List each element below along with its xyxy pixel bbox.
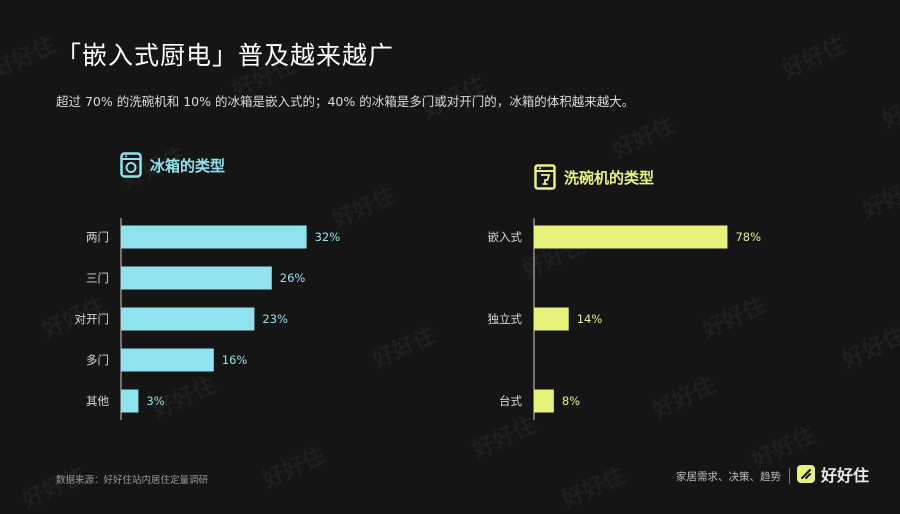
fridge-chart-title: 冰箱的类型 [150,156,226,175]
fridge-bar [121,307,255,331]
fridge-value-label: 26% [280,271,306,285]
fridge-bar [121,266,272,290]
dishwasher-icon [534,164,556,190]
fridge-bar [121,348,214,372]
fridge-value-label: 16% [222,353,248,367]
brand-logo: 好好住 [797,462,869,486]
page-subtitle: 超过 70% 的洗碗机和 10% 的冰箱是嵌入式的；40% 的冰箱是多门或对开门… [56,94,635,109]
fridge-category-label: 多门 [86,353,109,367]
dishwasher-category-label: 嵌入式 [488,230,523,244]
fridge-value-label: 23% [262,312,288,326]
dishwasher-category-label: 台式 [499,394,522,408]
dishwasher-chart-title: 洗碗机的类型 [564,168,655,187]
data-source: 数据来源：好好住站内居住定量调研 [56,475,209,486]
fridge-icon [120,152,142,178]
dishwasher-bar [534,307,569,331]
fridge-category-label: 对开门 [75,312,110,326]
fridge-value-label: 32% [315,230,341,244]
dishwasher-category-label: 独立式 [488,312,523,326]
page-title: 「嵌入式厨电」普及越来越广 [56,41,395,70]
dishwasher-chart-header: 洗碗机的类型 [534,164,654,190]
fridge-bar [121,389,139,413]
brand-name: 好好住 [821,466,870,485]
dishwasher-value-label: 78% [735,230,761,244]
fridge-bar [121,225,307,249]
brand-icon [797,465,815,483]
dishwasher-value-label: 8% [562,394,580,408]
dishwasher-bar [534,389,554,413]
dishwasher-value-label: 14% [577,312,603,326]
fridge-category-label: 其他 [86,394,109,408]
fridge-category-label: 三门 [86,271,109,285]
fridge-value-label: 3% [146,394,164,408]
fridge-category-label: 两门 [86,230,109,244]
footer-tagline: 家居需求、决策、趋势 [676,471,781,483]
fridge-chart-header: 冰箱的类型 [120,152,225,178]
dishwasher-bar [534,225,728,249]
footer-divider [789,468,790,484]
